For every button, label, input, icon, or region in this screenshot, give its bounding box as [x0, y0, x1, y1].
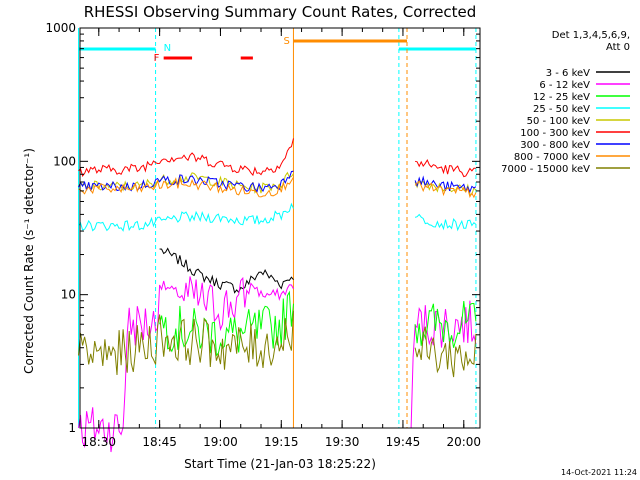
- x-tick-label: 18:30: [81, 435, 116, 449]
- axes: 1 10 100 1000 18:30 18:45 19:00 19:15 19:30 19:45…: [45, 21, 481, 449]
- x-tick-label: 19:30: [325, 435, 360, 449]
- flag-label: N: [164, 43, 171, 54]
- plot-frame: [79, 27, 481, 429]
- y-axis-label: Corrected Count Rate (s⁻¹ detector⁻¹): [22, 148, 36, 374]
- y-tick-label: 1000: [45, 21, 76, 35]
- x-tick-label: 19:45: [386, 435, 421, 449]
- series-line: [78, 138, 476, 178]
- x-tick-label: 19:00: [203, 435, 238, 449]
- series-line: [78, 176, 477, 199]
- legend-entry-label: 6 - 12 keV: [539, 80, 590, 91]
- legend-entry-label: 100 - 300 keV: [520, 128, 590, 139]
- series-line: [159, 290, 477, 357]
- chart-title: RHESSI Observing Summary Count Rates, Co…: [84, 3, 477, 21]
- legend-entry-label: 25 - 50 keV: [533, 104, 590, 115]
- legend-entry-label: 12 - 25 keV: [533, 92, 590, 103]
- x-tick-label: 18:45: [142, 435, 177, 449]
- legend-entry-label: 7000 - 15000 keV: [501, 164, 590, 175]
- legend-entry-label: 50 - 100 keV: [527, 116, 591, 127]
- x-axis-label: Start Time (21-Jan-03 18:25:22): [184, 457, 376, 471]
- flag-label: F: [154, 53, 160, 64]
- series-line: [78, 310, 477, 378]
- legend-entry-label: 300 - 800 keV: [520, 140, 590, 151]
- timestamp: 14-Oct-2021 11:24: [561, 468, 637, 477]
- series-line: [159, 247, 294, 294]
- x-tick-label: 20:00: [446, 435, 481, 449]
- legend-header-line-1: Det 1,3,4,5,6,9,: [552, 30, 630, 41]
- flag-label: S: [283, 36, 289, 47]
- plot-area: NF S: [78, 28, 477, 453]
- series-line: [78, 202, 477, 232]
- series-line: [78, 276, 477, 453]
- legend-header-line-2: Att 0: [606, 42, 630, 53]
- legend-entry-label: 3 - 6 keV: [546, 68, 590, 79]
- y-tick-label: 1: [68, 421, 76, 435]
- x-tick-label: 19:15: [264, 435, 299, 449]
- y-tick-label: 100: [53, 154, 76, 168]
- y-tick-label: 10: [61, 288, 76, 302]
- legend-entry-label: 800 - 7000 keV: [514, 152, 590, 163]
